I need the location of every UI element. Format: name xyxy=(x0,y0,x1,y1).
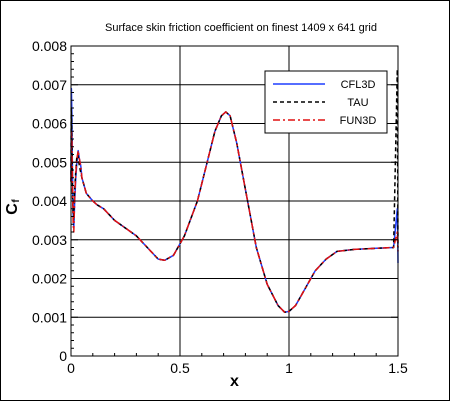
y-tick-label: 0.008 xyxy=(32,38,67,54)
y-axis-label-main: C xyxy=(4,203,21,215)
y-axis-label: C f xyxy=(4,199,22,215)
x-axis-label: x xyxy=(230,373,239,390)
y-tick-label: 0.002 xyxy=(32,271,67,287)
x-tick-label: 0 xyxy=(67,360,75,376)
y-tick-label: 0.003 xyxy=(32,232,67,248)
series-line-fun3d xyxy=(71,112,398,312)
legend-label-cfl3d: CFL3D xyxy=(341,79,376,91)
x-tick-label: 1.5 xyxy=(388,360,408,376)
legend: CFL3D TAU FUN3D xyxy=(265,71,387,133)
y-tick-label: 0.001 xyxy=(32,309,67,325)
y-tick-label: 0.006 xyxy=(32,116,67,132)
x-tick-label: 1 xyxy=(285,360,293,376)
y-tick-label: 0.007 xyxy=(32,77,67,93)
y-axis-label-subscript: f xyxy=(11,199,22,203)
legend-label-tau: TAU xyxy=(347,97,368,109)
chart-title: Surface skin friction coefficient on fin… xyxy=(105,22,377,34)
x-tick-label: 0.5 xyxy=(170,360,190,376)
legend-label-fun3d: FUN3D xyxy=(340,115,377,127)
y-tick-label: 0.004 xyxy=(32,193,67,209)
y-tick-label: 0.005 xyxy=(32,154,67,170)
y-tick-label: 0 xyxy=(59,348,67,364)
